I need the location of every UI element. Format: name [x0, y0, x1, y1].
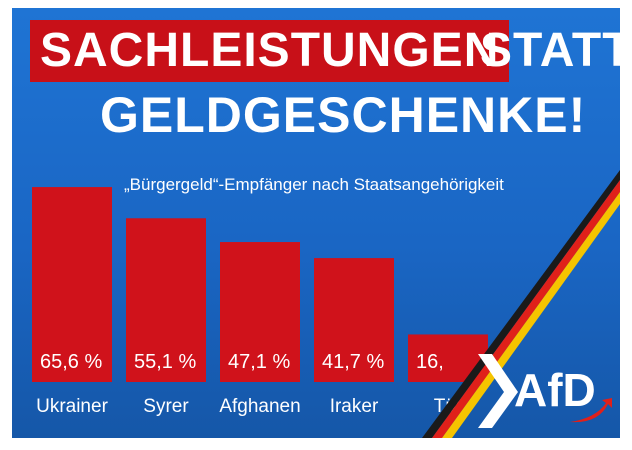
value-label-1: 55,1 %: [134, 351, 196, 373]
headline-part-2: STATT: [480, 24, 620, 77]
value-label-4: 16,: [416, 351, 444, 373]
value-label-3: 41,7 %: [322, 351, 384, 373]
headline-line-2: GELDGESCHENKE!: [100, 87, 587, 143]
poster: SACHLEISTUNGEN STATT GELDGESCHENKE! „Bür…: [12, 8, 620, 438]
headline-highlight: SACHLEISTUNGEN: [30, 20, 510, 82]
category-label-1: Syrer: [143, 396, 189, 417]
category-label-0: Ukrainer: [36, 396, 108, 417]
bar-0: [32, 187, 112, 382]
bar-3: [314, 258, 394, 382]
value-label-2: 47,1 %: [228, 351, 290, 373]
bar-2: [220, 242, 300, 382]
bar-1: [126, 218, 206, 382]
category-label-2: Afghanen: [219, 396, 300, 417]
logo-text: AfD: [514, 364, 596, 416]
category-label-3: Iraker: [330, 396, 379, 417]
flag-stripe-decoration: [422, 170, 620, 438]
bar-chart: 65,6 % Ukrainer 55,1 % Syrer 47,1 % Afghanen 4…: [32, 187, 488, 417]
headline-part-1: SACHLEISTUNGEN: [40, 24, 500, 77]
value-label-0: 65,6 %: [40, 351, 102, 373]
chart-title: „Bürgergeld“-Empfänger nach Staatsangehö…: [124, 175, 504, 194]
logo-swoosh-icon: [570, 398, 612, 423]
afd-logo: AfD: [478, 354, 612, 428]
logo-x-mark-icon: [478, 354, 518, 428]
